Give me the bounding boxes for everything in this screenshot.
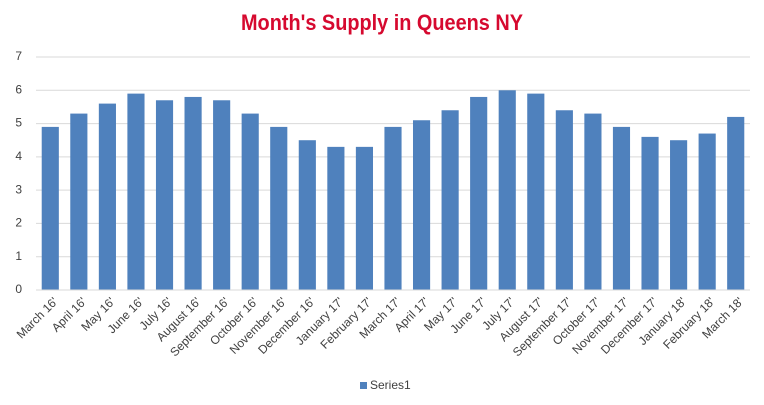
y-tick-label: 2 — [15, 216, 22, 230]
bar — [527, 93, 545, 290]
bar — [727, 116, 745, 291]
y-tick-label: 3 — [15, 182, 22, 196]
bar — [184, 96, 202, 290]
bar — [70, 113, 88, 290]
bar — [555, 110, 573, 290]
bar — [355, 146, 374, 290]
bar — [298, 140, 316, 290]
bar — [441, 110, 459, 290]
bar — [384, 126, 402, 291]
bar — [98, 103, 116, 290]
bar — [155, 100, 174, 291]
y-tick-label: 6 — [15, 82, 22, 96]
legend-label: Series1 — [370, 378, 411, 392]
bar — [41, 126, 59, 291]
bar — [612, 126, 631, 291]
bar — [470, 96, 488, 290]
bar — [327, 146, 345, 290]
bar — [213, 100, 231, 291]
y-tick-label: 5 — [15, 116, 22, 130]
bar — [584, 113, 602, 290]
y-tick-label: 0 — [15, 282, 22, 296]
legend-swatch — [360, 382, 367, 389]
bar — [670, 140, 688, 290]
y-tick-label: 4 — [15, 149, 22, 163]
bar — [641, 136, 659, 290]
y-tick-label: 1 — [15, 249, 22, 263]
bar — [127, 93, 145, 290]
bar — [412, 120, 431, 290]
y-tick-label: 7 — [15, 49, 22, 63]
bar — [498, 90, 516, 291]
bar — [698, 133, 716, 290]
chart-title: Month's Supply in Queens NY — [241, 10, 523, 35]
bar — [241, 113, 259, 290]
bar — [270, 126, 288, 291]
